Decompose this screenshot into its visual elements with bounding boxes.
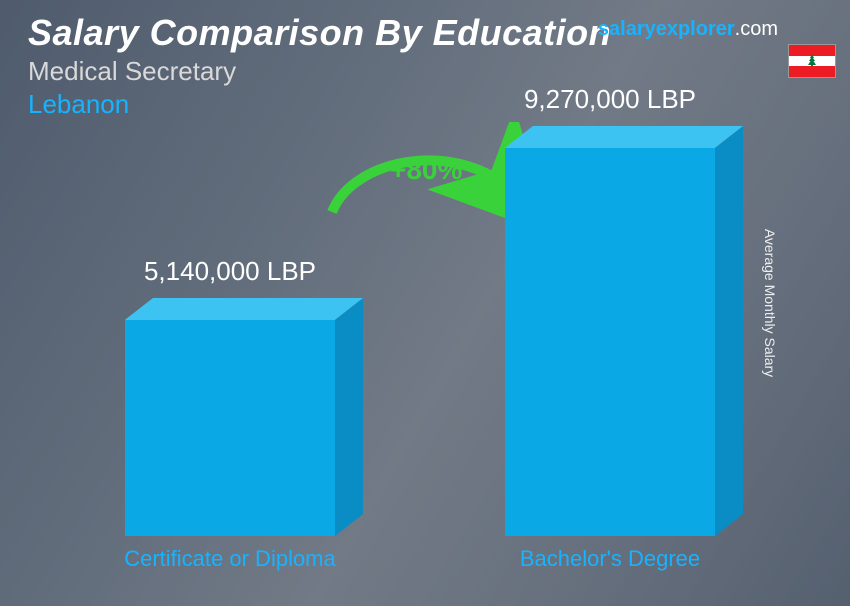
flag-stripe-bottom: [789, 66, 835, 77]
brand-logo: salaryexplorer.com: [598, 18, 778, 41]
bar-top: [505, 126, 743, 148]
infographic-canvas: Salary Comparison By Education Medical S…: [0, 0, 850, 606]
flag-cedar-icon: [789, 56, 835, 67]
bar-3d: [505, 148, 715, 536]
bar-front: [125, 320, 335, 536]
delta-percentage: +80%: [390, 154, 462, 186]
bar-side: [335, 298, 363, 536]
bar-value-label: 9,270,000 LBP: [480, 84, 740, 115]
bar-top: [125, 298, 363, 320]
country-flag-icon: [788, 44, 836, 78]
chart-title: Salary Comparison By Education: [28, 12, 611, 54]
bar-3d: [125, 320, 335, 536]
bar-side: [715, 126, 743, 536]
chart-subtitle: Medical Secretary: [28, 56, 611, 87]
bar-front: [505, 148, 715, 536]
bar-category-label: Bachelor's Degree: [480, 546, 740, 572]
bar-value-label: 5,140,000 LBP: [100, 256, 360, 287]
bar-group: 5,140,000 LBPCertificate or Diploma: [100, 320, 360, 536]
bar-category-label: Certificate or Diploma: [100, 546, 360, 572]
bar-group: 9,270,000 LBPBachelor's Degree: [480, 148, 740, 536]
brand-suffix: .com: [735, 18, 778, 40]
chart-area: +80% 5,140,000 LBPCertificate or Diploma…: [60, 150, 790, 576]
brand-name: salaryexplorer: [598, 18, 735, 40]
